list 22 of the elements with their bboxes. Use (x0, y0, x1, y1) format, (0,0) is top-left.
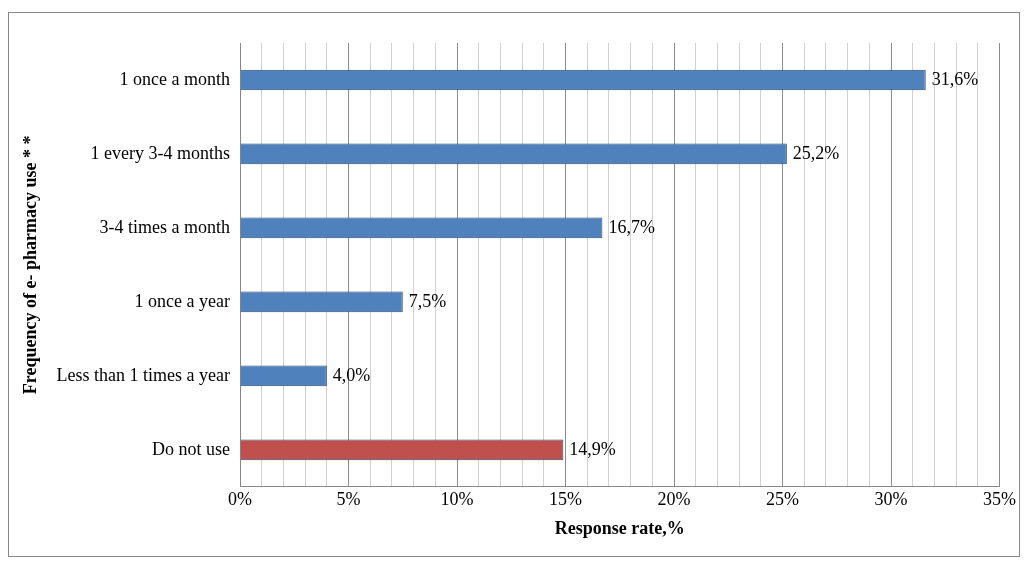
x-tick-label: 5% (336, 489, 361, 510)
y-axis-title: Frequency of e- pharmacy use * * (20, 135, 41, 395)
y-tick-label: Do not use (152, 438, 231, 459)
x-tick-label: 30% (874, 489, 908, 510)
y-tick-label: 1 once a year (134, 290, 231, 311)
data-label: 25,2% (792, 142, 840, 163)
y-tick-label: 1 once a month (119, 68, 231, 89)
y-tick-label: Less than 1 times a year (56, 364, 231, 385)
x-tick-label: 15% (549, 489, 583, 510)
data-label: 31,6% (931, 68, 979, 89)
y-tick-label: 3-4 times a month (99, 216, 231, 237)
x-tick-label: 0% (228, 489, 253, 510)
x-tick-label: 35% (983, 489, 1016, 510)
data-label: 4,0% (332, 364, 371, 385)
data-label: 16,7% (608, 216, 655, 237)
data-label: 14,9% (569, 438, 616, 459)
y-tick-label: 1 every 3-4 months (90, 142, 231, 163)
x-tick-label: 20% (657, 489, 691, 510)
data-label: 7,5% (408, 290, 447, 311)
x-tick-label: 25% (766, 489, 800, 510)
x-tick-label: 10% (440, 489, 474, 510)
x-axis-title: Response rate,% (554, 517, 685, 538)
